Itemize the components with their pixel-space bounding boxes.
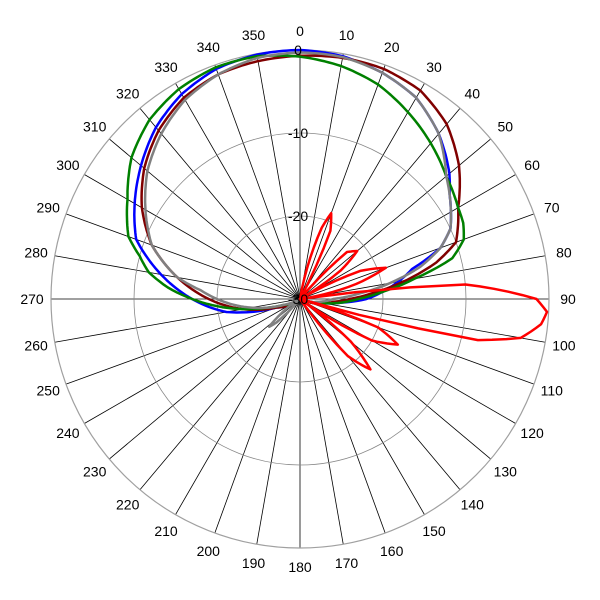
grid-spoke [299,298,461,491]
angle-tick-label: 140 [461,496,485,512]
angle-tick-label: 280 [24,245,48,261]
grid-spoke [299,298,535,385]
grid-spoke [299,107,461,300]
angle-tick-label: 10 [339,27,355,43]
grid-spoke [299,298,492,460]
grid-spoke [299,298,344,545]
grid-spoke [84,174,301,300]
grid-spoke [65,298,301,385]
angle-tick-label: 350 [242,27,266,43]
grid-spoke [139,298,301,491]
grid-spoke [299,83,425,300]
angle-tick-label: 300 [56,157,80,173]
series-layer [125,48,549,371]
angle-tick-label: 190 [242,555,266,571]
radial-tick-labels: 0 -10 -20 -30 [288,42,308,307]
radial-tick-label: -20 [288,208,308,224]
angle-tick-label: 50 [498,119,514,135]
angle-tick-label: 250 [37,383,61,399]
angle-tick-label: 40 [465,86,481,102]
grid-spoke [214,64,301,300]
grid-spoke [256,53,301,300]
series-line [143,51,453,329]
angle-tick-label: 70 [544,199,560,215]
grid-spoke [299,64,386,300]
radial-tick-label: -10 [288,125,308,141]
angle-tick-label: 340 [197,39,221,55]
grid-spoke [84,298,301,424]
grid-spoke [65,213,301,300]
angle-tick-label: 100 [552,338,576,354]
angle-tick-label: 220 [116,496,140,512]
angle-tick-label: 270 [20,291,44,307]
angle-tick-label: 110 [541,383,564,399]
grid-spoke [299,298,516,424]
angle-tick-label: 200 [197,543,221,559]
radial-tick-label: 0 [294,42,302,58]
grid-ring [133,132,467,466]
angle-tick-label: 180 [288,559,312,575]
grid-spoke [299,298,546,343]
angle-tick-label: 240 [56,425,80,441]
grid-spoke [175,83,301,300]
angle-tick-label: 160 [380,543,404,559]
series-line [298,211,549,371]
angle-tick-label: 0 [296,23,304,39]
angle-tick-label: 150 [422,523,446,539]
angle-tick-label: 290 [37,199,61,215]
series-line [133,48,453,314]
grid-spoke [299,298,386,534]
grid-spoke [299,53,344,300]
grid-spoke [54,298,301,343]
angle-tick-label: 130 [494,463,518,479]
angle-tick-label: 60 [524,157,540,173]
angle-tick-label: 260 [24,338,48,354]
grid-spoke [108,298,301,460]
angle-tick-label: 310 [83,119,107,135]
angle-tick-label: 90 [560,291,576,307]
angle-tick-label: 30 [426,59,442,75]
angle-tick-label: 330 [154,59,178,75]
grid-spoke [299,255,546,300]
grid-spoke [299,213,535,300]
angle-tick-labels: 0 10 20 30 40 50 60 70 80 90 100 110 120 130 140 150 160… [20,23,576,575]
angle-tick-label: 80 [556,245,572,261]
grid-spoke [256,298,301,545]
angle-tick-label: 320 [116,86,140,102]
angle-tick-label: 210 [154,523,178,539]
grid-spoke [214,298,301,534]
grid-spoke [139,107,301,300]
grid-spoke [299,174,516,300]
angle-tick-label: 120 [520,425,544,441]
grid-spoke [175,298,301,515]
radial-tick-label: -30 [288,291,308,307]
grid-spoke [299,298,425,515]
angle-tick-label: 170 [335,555,359,571]
angle-tick-label: 230 [83,463,107,479]
angle-tick-label: 20 [384,39,400,55]
